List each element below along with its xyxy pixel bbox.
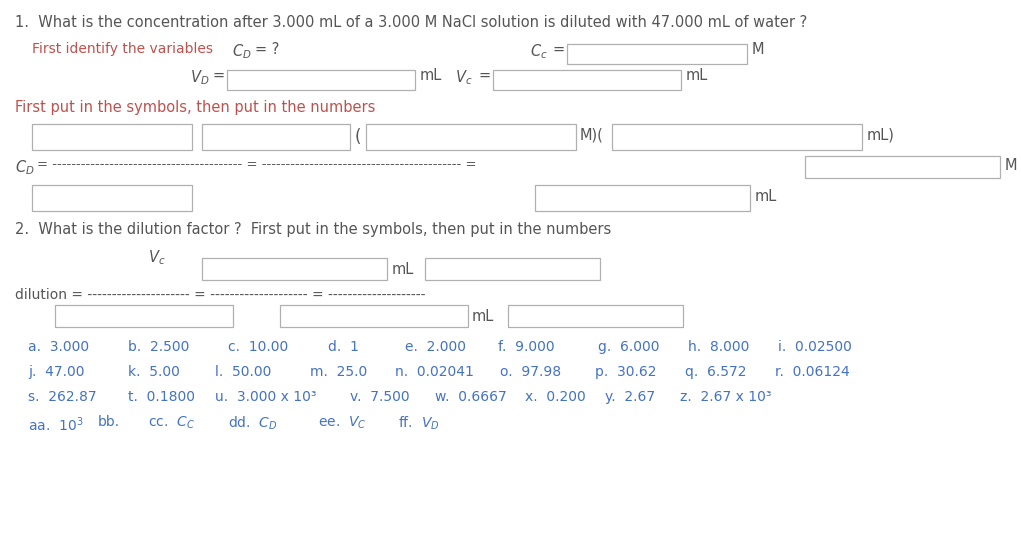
Text: f.  9.000: f. 9.000 xyxy=(498,340,554,354)
Text: g.  6.000: g. 6.000 xyxy=(598,340,660,354)
Text: e.  2.000: e. 2.000 xyxy=(405,340,466,354)
Text: mL: mL xyxy=(420,68,442,83)
Bar xyxy=(535,185,750,211)
Bar xyxy=(366,124,576,150)
Text: $C_c$: $C_c$ xyxy=(530,42,547,61)
Text: =: = xyxy=(552,42,565,57)
Text: $V_c$: $V_c$ xyxy=(148,248,165,267)
Text: (: ( xyxy=(355,128,361,146)
Bar xyxy=(567,44,747,64)
Text: q.  6.572: q. 6.572 xyxy=(685,365,746,379)
Text: p.  30.62: p. 30.62 xyxy=(595,365,657,379)
Text: s.  262.87: s. 262.87 xyxy=(28,390,97,404)
Bar xyxy=(612,124,862,150)
Text: mL: mL xyxy=(686,68,709,83)
Text: $C_D$: $C_D$ xyxy=(15,158,35,177)
Text: i.  0.02500: i. 0.02500 xyxy=(778,340,852,354)
Text: z.  2.67 x 10³: z. 2.67 x 10³ xyxy=(680,390,772,404)
Text: o.  97.98: o. 97.98 xyxy=(500,365,562,379)
Text: First identify the variables: First identify the variables xyxy=(32,42,213,56)
Text: cc.  $C_C$: cc. $C_C$ xyxy=(148,415,195,432)
Text: v.  7.500: v. 7.500 xyxy=(350,390,409,404)
Bar xyxy=(493,70,681,90)
Text: x.  0.200: x. 0.200 xyxy=(525,390,586,404)
Bar xyxy=(55,305,233,327)
Text: m.  25.0: m. 25.0 xyxy=(310,365,368,379)
Text: =: = xyxy=(478,68,490,83)
Text: M)(: M)( xyxy=(580,128,603,143)
Text: mL: mL xyxy=(755,189,777,204)
Text: b.  2.500: b. 2.500 xyxy=(128,340,189,354)
Bar xyxy=(425,258,600,280)
Bar xyxy=(508,305,683,327)
Bar xyxy=(280,305,468,327)
Text: $V_D$: $V_D$ xyxy=(190,68,209,87)
Text: 2.  What is the dilution factor ?  First put in the symbols, then put in the num: 2. What is the dilution factor ? First p… xyxy=(15,222,612,237)
Text: aa.  $10^3$: aa. $10^3$ xyxy=(28,415,84,434)
Text: y.  2.67: y. 2.67 xyxy=(605,390,655,404)
Text: =: = xyxy=(212,68,225,83)
Text: d.  1: d. 1 xyxy=(328,340,358,354)
Text: ff.  $V_D$: ff. $V_D$ xyxy=(398,415,439,432)
Text: mL): mL) xyxy=(867,128,894,143)
Bar xyxy=(202,258,387,280)
Text: c.  10.00: c. 10.00 xyxy=(228,340,288,354)
Text: bb.: bb. xyxy=(98,415,120,429)
Text: dd.  $C_D$: dd. $C_D$ xyxy=(228,415,278,432)
Text: u.  3.000 x 10³: u. 3.000 x 10³ xyxy=(215,390,317,404)
Text: First put in the symbols, then put in the numbers: First put in the symbols, then put in th… xyxy=(15,100,376,115)
Text: dilution = --------------------- = -------------------- = --------------------: dilution = --------------------- = -----… xyxy=(15,288,426,302)
Text: r.  0.06124: r. 0.06124 xyxy=(775,365,849,379)
Text: j.  47.00: j. 47.00 xyxy=(28,365,85,379)
Bar xyxy=(805,156,1000,178)
Text: mL: mL xyxy=(472,309,494,324)
Text: k.  5.00: k. 5.00 xyxy=(128,365,180,379)
Bar xyxy=(227,70,415,90)
Text: $C_D$: $C_D$ xyxy=(232,42,251,61)
Text: t.  0.1800: t. 0.1800 xyxy=(128,390,195,404)
Text: M: M xyxy=(1005,158,1018,173)
Text: mL: mL xyxy=(392,262,415,277)
Text: $V_c$: $V_c$ xyxy=(455,68,473,87)
Text: ee.  $V_C$: ee. $V_C$ xyxy=(318,415,367,432)
Text: M: M xyxy=(752,42,765,57)
Text: w.  0.6667: w. 0.6667 xyxy=(435,390,506,404)
Text: = ?: = ? xyxy=(255,42,280,57)
Text: h.  8.000: h. 8.000 xyxy=(688,340,749,354)
Text: n.  0.02041: n. 0.02041 xyxy=(395,365,474,379)
Text: = ---------------------------------------- = -----------------------------------: = --------------------------------------… xyxy=(37,158,477,171)
Text: 1.  What is the concentration after 3.000 mL of a 3.000 M NaCl solution is dilut: 1. What is the concentration after 3.000… xyxy=(15,15,808,30)
Text: l.  50.00: l. 50.00 xyxy=(215,365,272,379)
Text: a.  3.000: a. 3.000 xyxy=(28,340,89,354)
Bar xyxy=(202,124,350,150)
Bar xyxy=(32,124,192,150)
Bar xyxy=(32,185,192,211)
